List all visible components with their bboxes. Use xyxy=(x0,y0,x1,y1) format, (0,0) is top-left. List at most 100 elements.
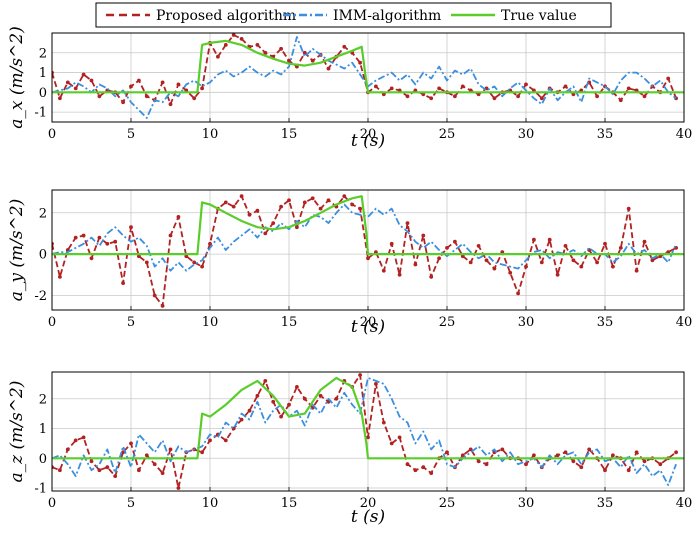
data-point xyxy=(350,202,355,207)
data-point xyxy=(81,72,86,77)
legend-item: Proposed algorithm xyxy=(106,8,296,24)
data-point xyxy=(326,198,331,203)
data-point xyxy=(239,37,244,41)
y-tick-label: 1 xyxy=(39,422,47,437)
y-tick-label: 2 xyxy=(39,46,47,61)
x-tick-label: 0 xyxy=(48,127,56,142)
legend: Proposed algorithm IMM-algorithm True valu… xyxy=(95,2,612,28)
data-point xyxy=(168,447,173,452)
data-point xyxy=(397,272,402,277)
y-tick-label: 0 xyxy=(39,248,47,263)
data-point xyxy=(168,102,173,107)
data-point xyxy=(437,86,441,91)
x-tick-label: 0 xyxy=(48,496,56,511)
data-point xyxy=(484,462,489,467)
data-point xyxy=(255,208,260,213)
series-line-true xyxy=(52,195,684,256)
data-point xyxy=(160,80,165,85)
data-point xyxy=(302,200,307,205)
data-point xyxy=(310,196,315,201)
data-point xyxy=(524,82,528,87)
data-point xyxy=(524,462,528,467)
y-axis-label: a_z (m/s^2) xyxy=(7,381,27,483)
data-point xyxy=(405,94,410,99)
data-point xyxy=(342,44,347,49)
data-point xyxy=(563,450,568,455)
data-point xyxy=(58,275,62,279)
x-axis-label: t (s) xyxy=(351,507,385,527)
series-line-true xyxy=(52,39,684,94)
data-point xyxy=(626,468,631,473)
data-point xyxy=(547,237,552,242)
data-point xyxy=(666,76,671,81)
data-point xyxy=(366,435,370,440)
data-point xyxy=(81,435,86,440)
data-point xyxy=(587,447,592,452)
data-point xyxy=(468,447,473,452)
data-point xyxy=(160,471,165,475)
series-line-proposed xyxy=(52,195,677,307)
data-point xyxy=(144,260,149,265)
data-point xyxy=(366,256,370,261)
data-point xyxy=(532,237,536,242)
data-point xyxy=(295,385,299,389)
legend-box xyxy=(95,2,612,28)
data-point xyxy=(97,468,102,473)
data-point xyxy=(129,225,133,230)
x-tick-label: 20 xyxy=(360,496,377,511)
data-point xyxy=(611,453,615,458)
data-point xyxy=(358,206,362,211)
series-line-true xyxy=(52,376,684,460)
data-point xyxy=(239,417,244,422)
data-point xyxy=(421,233,426,238)
data-point xyxy=(302,396,307,401)
data-point xyxy=(508,270,513,275)
series-line-proposed xyxy=(52,374,677,489)
data-point xyxy=(500,447,505,452)
data-point xyxy=(137,254,141,259)
x-tick-label: 15 xyxy=(281,127,298,142)
y-tick-label: 0 xyxy=(39,452,47,467)
data-point xyxy=(389,241,394,246)
data-point xyxy=(137,468,141,473)
data-point xyxy=(73,86,78,91)
data-point xyxy=(223,438,228,443)
data-point xyxy=(295,225,299,230)
data-point xyxy=(429,471,434,475)
data-point xyxy=(460,84,465,89)
data-point xyxy=(58,468,62,473)
data-point xyxy=(279,46,283,51)
data-point xyxy=(223,43,228,47)
data-point xyxy=(374,84,378,89)
data-point xyxy=(618,98,623,103)
x-tick-label: 0 xyxy=(48,315,56,330)
data-point xyxy=(208,241,212,246)
data-point xyxy=(484,258,489,263)
data-point xyxy=(263,50,268,55)
data-point xyxy=(208,438,212,443)
y-axis-label: a_x (m/s^2) xyxy=(7,26,27,129)
y-axis-label: a_y (m/s^2) xyxy=(7,199,27,302)
data-point xyxy=(144,94,149,99)
series-line-imm xyxy=(52,376,677,487)
x-tick-label: 5 xyxy=(127,496,135,511)
data-point xyxy=(634,450,639,455)
data-point xyxy=(89,256,94,261)
data-point xyxy=(176,486,181,490)
data-point xyxy=(397,435,402,440)
y-tick-label: -1 xyxy=(34,106,47,121)
data-point xyxy=(334,396,339,401)
data-point xyxy=(413,468,418,473)
data-point xyxy=(579,465,584,470)
data-point xyxy=(476,459,481,464)
data-point xyxy=(105,465,110,470)
data-point xyxy=(168,233,173,238)
series-group xyxy=(52,33,684,119)
data-point xyxy=(603,241,607,246)
data-point xyxy=(73,235,78,240)
x-tick-label: 25 xyxy=(439,127,456,142)
data-point xyxy=(524,264,528,269)
